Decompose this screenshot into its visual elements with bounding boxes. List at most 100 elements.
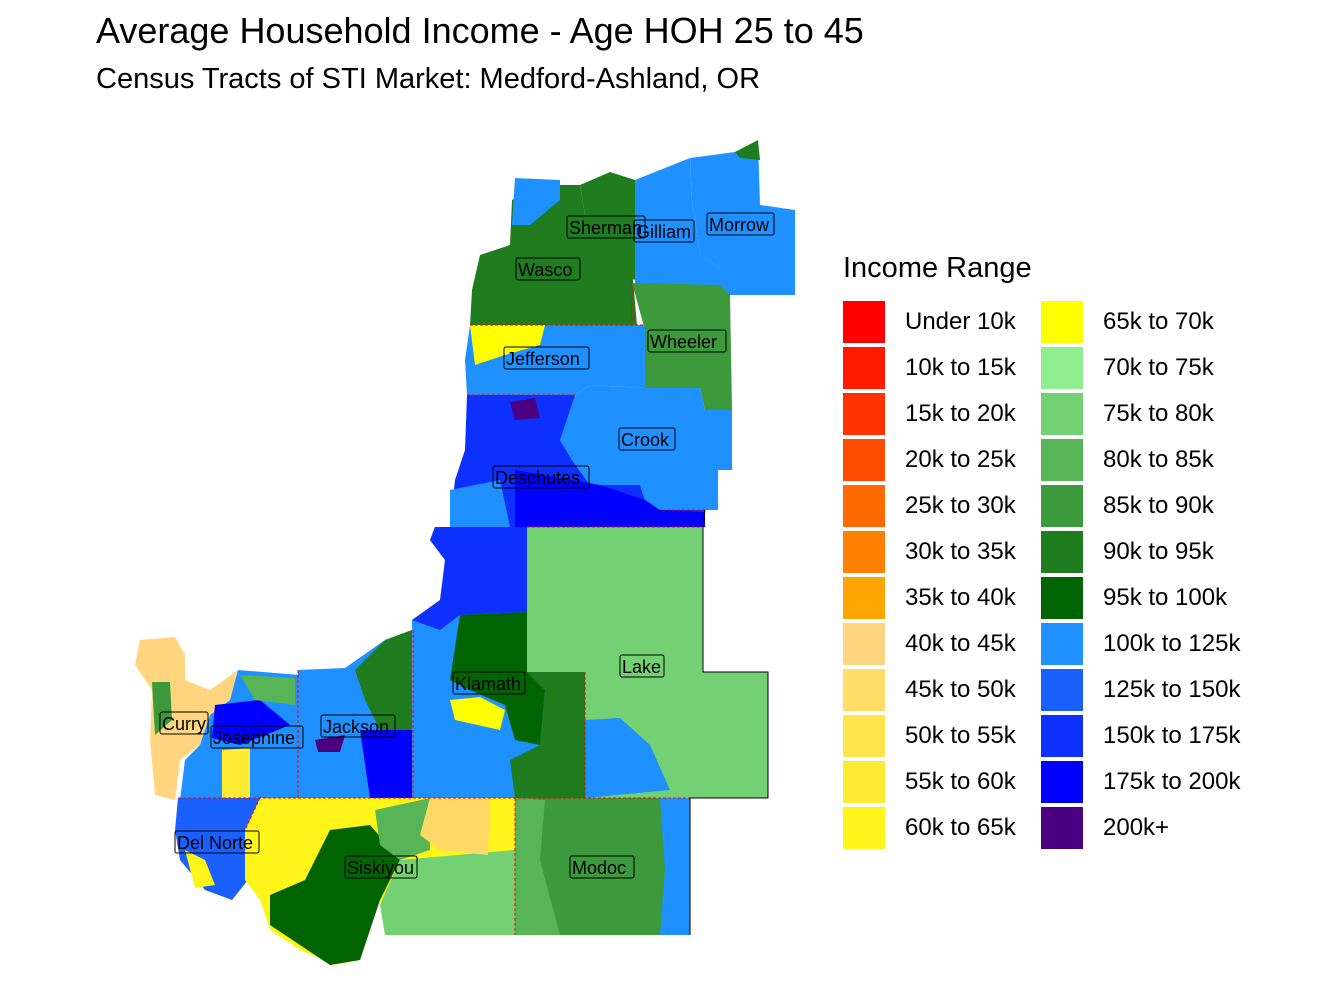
tract-siskiyou-darkgreen [270, 825, 400, 965]
legend-label: 125k to 150k [1103, 676, 1241, 703]
legend-swatch [1041, 439, 1083, 481]
legend-item: 95k to 100k [1041, 575, 1251, 621]
legend-swatch [1041, 715, 1083, 757]
tract-modoc-lightgreen [515, 798, 560, 935]
county-deschutes [450, 395, 705, 527]
svg-text:Crook: Crook [621, 430, 670, 450]
legend-label: 85k to 90k [1103, 492, 1214, 519]
label-curry: Curry [159, 711, 209, 735]
legend-label: 55k to 60k [905, 768, 1016, 795]
county-morrow [690, 142, 795, 295]
legend-label: 80k to 85k [1103, 446, 1214, 473]
map-subtitle: Census Tracts of STI Market: Medford-Ash… [96, 63, 761, 95]
tract-siskiyou-green [380, 850, 515, 935]
legend-label: 70k to 75k [1103, 354, 1214, 381]
legend-item: 75k to 80k [1041, 391, 1251, 437]
legend-item: 85k to 90k [1041, 483, 1251, 529]
legend-title: Income Range [843, 252, 1032, 284]
legend-label: 35k to 40k [905, 584, 1016, 611]
legend-swatch [843, 577, 885, 619]
legend-swatch [843, 301, 885, 343]
svg-text:Wasco: Wasco [518, 260, 572, 280]
legend-label: 95k to 100k [1103, 584, 1228, 611]
county-gilliam [635, 158, 720, 285]
svg-text:Curry: Curry [162, 714, 206, 734]
county-crook [560, 385, 732, 510]
legend-item: 150k to 175k [1041, 713, 1251, 759]
svg-text:Klamath: Klamath [455, 674, 521, 694]
legend-swatch [843, 715, 885, 757]
legend-label: 15k to 20k [905, 400, 1016, 427]
legend-label: 75k to 80k [1103, 400, 1214, 427]
legend-label: 175k to 200k [1103, 768, 1241, 795]
tract-siskiyou-green2 [375, 798, 430, 860]
legend-item: 80k to 85k [1041, 437, 1251, 483]
svg-text:Modoc: Modoc [572, 858, 626, 878]
tract-morrow-ne [735, 140, 760, 160]
tract-jackson-200k [315, 735, 345, 752]
legend-label: 150k to 175k [1103, 722, 1241, 749]
legend-swatch [1041, 531, 1083, 573]
legend-item: 55k to 60k [843, 759, 1041, 805]
legend-label: 60k to 65k [905, 814, 1016, 841]
legend-swatch [843, 669, 885, 711]
tract-klamath-yellow [450, 697, 505, 730]
legend-swatch [843, 347, 885, 389]
county-sherman [580, 172, 637, 280]
legend-item: 40k to 45k [843, 621, 1041, 667]
legend-label: 45k to 50k [905, 676, 1016, 703]
label-sherman: Sherman [566, 215, 646, 239]
label-siskiyou: Siskiyou [344, 855, 418, 879]
tract-delnorte-yellow [185, 850, 215, 888]
label-modoc: Modoc [569, 855, 635, 879]
legend-label: 40k to 45k [905, 630, 1016, 657]
legend-swatch [843, 807, 885, 849]
legend-item: 60k to 65k [843, 805, 1041, 851]
label-jefferson: Jefferson [503, 346, 590, 370]
label-jackson: Jackson [320, 714, 396, 738]
county-wheeler [632, 283, 732, 410]
label-crook: Crook [618, 427, 676, 451]
legend-swatch [843, 531, 885, 573]
legend-label: 30k to 35k [905, 538, 1016, 565]
legend-item: 30k to 35k [843, 529, 1041, 575]
legend-label: 20k to 25k [905, 446, 1016, 473]
county-curry [135, 637, 238, 800]
tract-lake-blue [585, 718, 670, 798]
legend-swatch [1041, 807, 1083, 849]
legend-item: 175k to 200k [1041, 759, 1251, 805]
legend-swatch [1041, 623, 1083, 665]
legend-label: 65k to 70k [1103, 308, 1214, 335]
legend-label: 200k+ [1103, 814, 1170, 841]
legend-item: 90k to 95k [1041, 529, 1251, 575]
label-morrow: Morrow [706, 212, 775, 236]
legend-item: 15k to 20k [843, 391, 1041, 437]
tract-siskiyou-peach [420, 798, 490, 855]
county-modoc [515, 798, 690, 935]
legend-item: 70k to 75k [1041, 345, 1251, 391]
tract-wasco-nw [512, 178, 560, 225]
legend-swatch [843, 485, 885, 527]
legend-swatch [1041, 485, 1083, 527]
legend-item: 125k to 150k [1041, 667, 1251, 713]
svg-text:Gilliam: Gilliam [636, 222, 691, 242]
legend-label: 90k to 95k [1103, 538, 1214, 565]
legend-swatch [1041, 761, 1083, 803]
legend-item: 25k to 30k [843, 483, 1041, 529]
legend-item: 65k to 70k [1041, 299, 1251, 345]
tract-modoc-blue [660, 798, 690, 935]
legend-item: Under 10k [843, 299, 1041, 345]
svg-text:Sherman: Sherman [569, 218, 642, 238]
label-klamath: Klamath [452, 671, 526, 695]
tract-josephine-yellow [222, 748, 250, 798]
legend-item: 50k to 55k [843, 713, 1041, 759]
label-lake: Lake [619, 654, 665, 678]
legend-swatch [1041, 347, 1083, 389]
label-deschutes: Deschutes [492, 465, 590, 489]
tract-josephine-blue [212, 700, 290, 745]
tract-josephine-green [240, 675, 295, 705]
legend-swatch [843, 393, 885, 435]
legend-swatch [1041, 301, 1083, 343]
